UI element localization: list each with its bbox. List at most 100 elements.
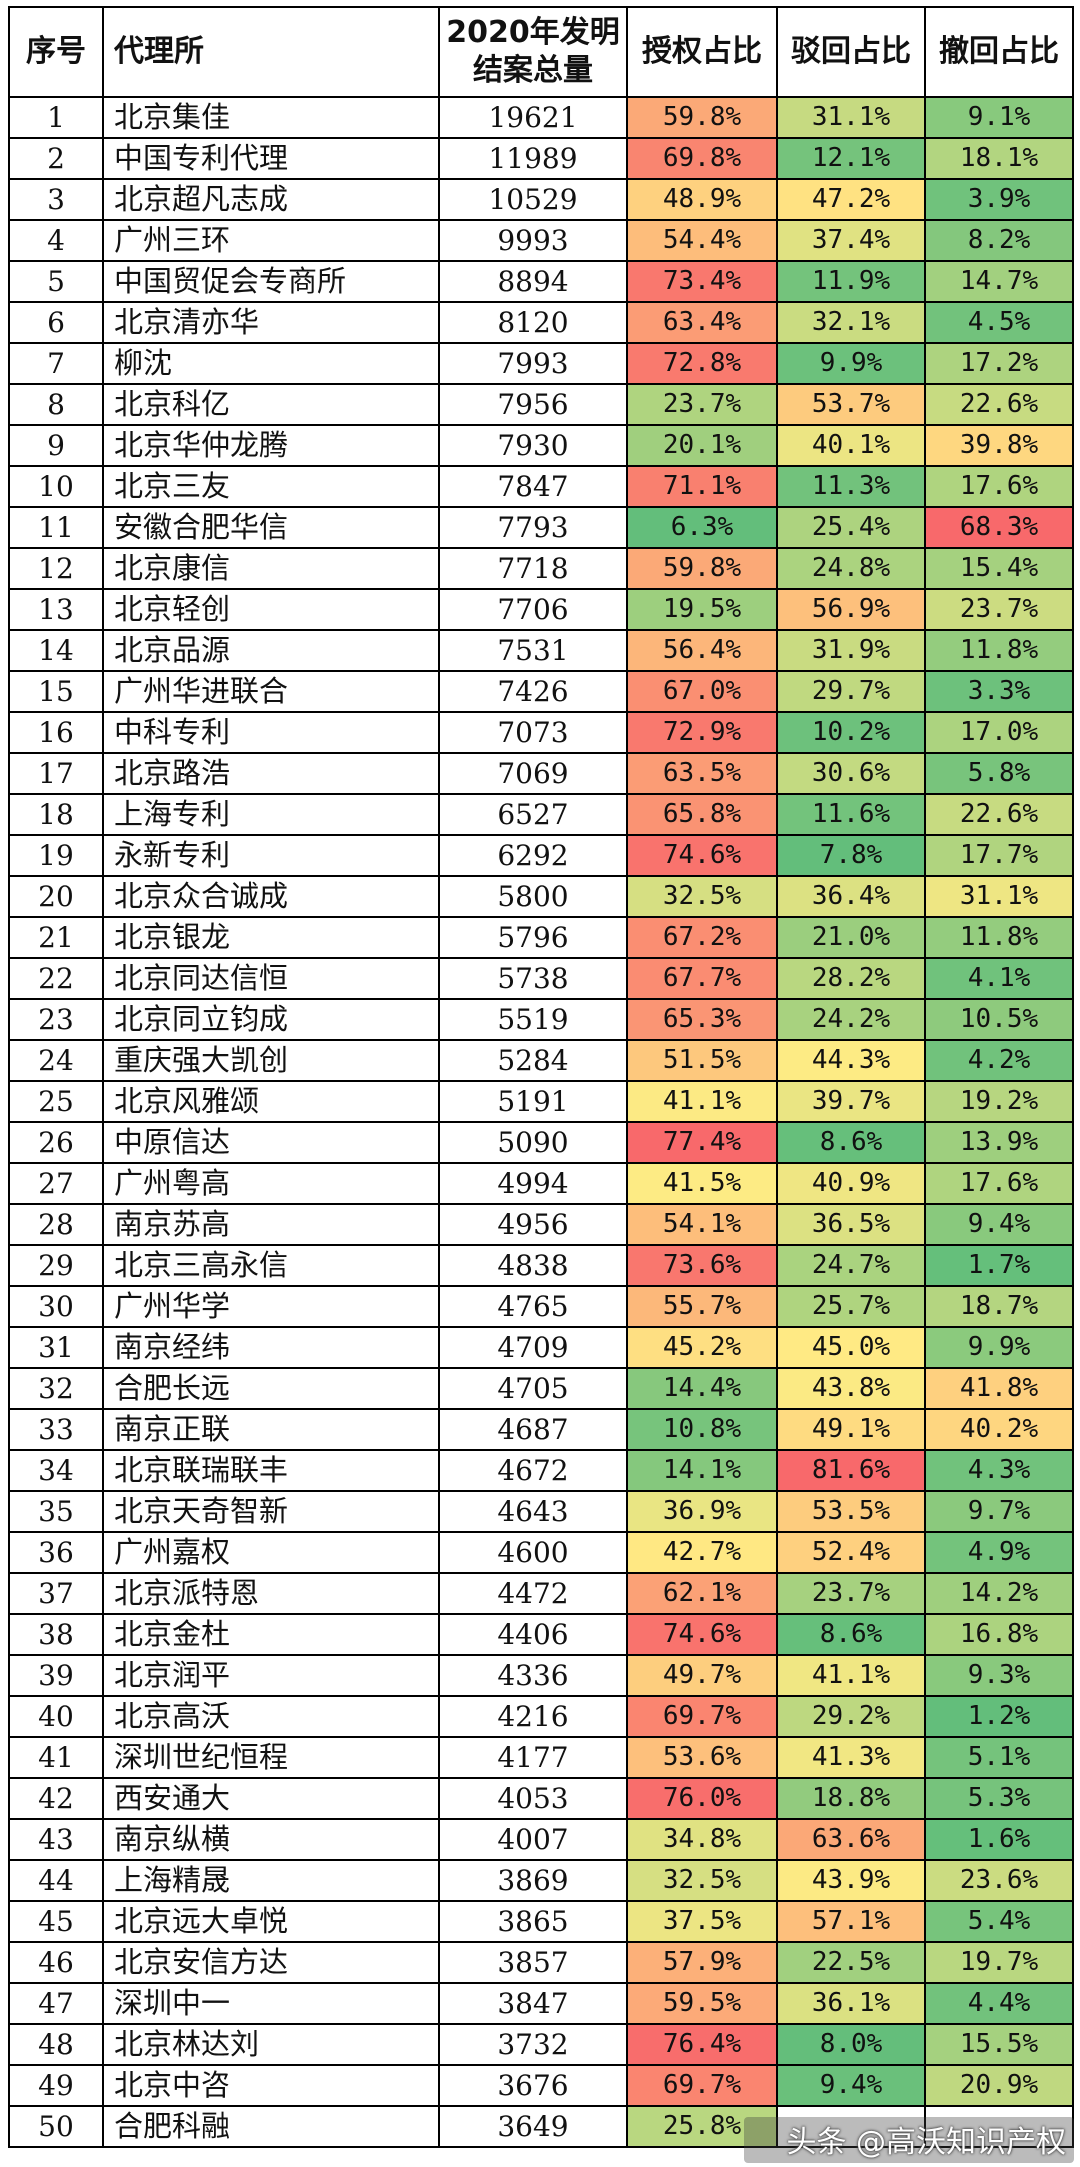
table-row: 33 南京正联 4687 10.8% 49.1% 40.2% (8, 1408, 1074, 1451)
total-cell: 3732 (438, 2023, 628, 2066)
reject-cell: 57.1% (776, 1900, 926, 1943)
withdraw-cell: 17.7% (924, 834, 1074, 877)
table-body: 1 北京集佳 19621 59.8% 31.1% 9.1% 2 中国专利代理 11989 69.8… (8, 96, 1074, 2148)
grant-cell: 20.1% (626, 424, 778, 467)
agency-cell: 北京三友 (102, 465, 440, 508)
table-row: 6 北京清亦华 8120 63.4% 32.1% 4.5% (8, 301, 1074, 344)
agency-cell: 上海专利 (102, 793, 440, 836)
grant-cell: 19.5% (626, 588, 778, 631)
total-cell: 8120 (438, 301, 628, 344)
total-cell: 7073 (438, 711, 628, 754)
agency-cell: 广州华进联合 (102, 670, 440, 713)
withdraw-cell: 5.3% (924, 1777, 1074, 1820)
agency-cell: 广州粤高 (102, 1162, 440, 1205)
rank-cell: 49 (8, 2064, 104, 2107)
rank-cell: 46 (8, 1941, 104, 1984)
withdraw-cell: 17.0% (924, 711, 1074, 754)
total-cell: 3865 (438, 1900, 628, 1943)
reject-cell: 36.4% (776, 875, 926, 918)
withdraw-cell: 4.9% (924, 1531, 1074, 1574)
agency-cell: 北京远大卓悦 (102, 1900, 440, 1943)
total-cell: 4687 (438, 1408, 628, 1451)
withdraw-cell: 40.2% (924, 1408, 1074, 1451)
rank-cell: 10 (8, 465, 104, 508)
table-row: 29 北京三高永信 4838 73.6% 24.7% 1.7% (8, 1244, 1074, 1287)
table-row: 42 西安通大 4053 76.0% 18.8% 5.3% (8, 1777, 1074, 1820)
total-cell: 3649 (438, 2105, 628, 2148)
reject-cell: 32.1% (776, 301, 926, 344)
table-row: 4 广州三环 9993 54.4% 37.4% 8.2% (8, 219, 1074, 262)
rank-cell: 14 (8, 629, 104, 672)
reject-cell: 31.1% (776, 96, 926, 139)
table-row: 1 北京集佳 19621 59.8% 31.1% 9.1% (8, 96, 1074, 139)
reject-cell: 47.2% (776, 178, 926, 221)
agency-cell: 合肥科融 (102, 2105, 440, 2148)
rank-cell: 37 (8, 1572, 104, 1615)
total-cell: 7847 (438, 465, 628, 508)
table-row: 19 永新专利 6292 74.6% 7.8% 17.7% (8, 834, 1074, 877)
total-cell: 7531 (438, 629, 628, 672)
table-row: 2 中国专利代理 11989 69.8% 12.1% 18.1% (8, 137, 1074, 180)
rank-cell: 26 (8, 1121, 104, 1164)
reject-cell: 36.1% (776, 1982, 926, 2025)
withdraw-cell: 23.6% (924, 1859, 1074, 1902)
grant-cell: 73.4% (626, 260, 778, 303)
reject-cell: 39.7% (776, 1080, 926, 1123)
agency-cell: 北京清亦华 (102, 301, 440, 344)
agency-cell: 北京同立钧成 (102, 998, 440, 1041)
total-cell: 11989 (438, 137, 628, 180)
grant-cell: 34.8% (626, 1818, 778, 1861)
total-cell: 10529 (438, 178, 628, 221)
withdraw-cell: 15.4% (924, 547, 1074, 590)
rank-cell: 38 (8, 1613, 104, 1656)
table-row: 38 北京金杜 4406 74.6% 8.6% 16.8% (8, 1613, 1074, 1656)
total-cell: 4838 (438, 1244, 628, 1287)
rank-cell: 25 (8, 1080, 104, 1123)
total-cell: 5738 (438, 957, 628, 1000)
rank-cell: 4 (8, 219, 104, 262)
rank-cell: 33 (8, 1408, 104, 1451)
watermark-label: 头条 @高沃知识产权 (786, 2125, 1066, 2160)
grant-cell: 69.8% (626, 137, 778, 180)
total-cell: 7793 (438, 506, 628, 549)
agency-cell: 北京高沃 (102, 1695, 440, 1738)
header-total-line1: 2020年发明 (446, 15, 620, 50)
total-cell: 4472 (438, 1572, 628, 1615)
header-agency: 代理所 (102, 6, 440, 98)
withdraw-cell: 41.8% (924, 1367, 1074, 1410)
rank-cell: 5 (8, 260, 104, 303)
total-cell: 4994 (438, 1162, 628, 1205)
agency-cell: 北京三高永信 (102, 1244, 440, 1287)
grant-cell: 6.3% (626, 506, 778, 549)
total-cell: 9993 (438, 219, 628, 262)
withdraw-cell: 9.4% (924, 1203, 1074, 1246)
grant-cell: 72.9% (626, 711, 778, 754)
rank-cell: 35 (8, 1490, 104, 1533)
total-cell: 4600 (438, 1531, 628, 1574)
agency-cell: 北京轻创 (102, 588, 440, 631)
withdraw-cell: 5.1% (924, 1736, 1074, 1779)
withdraw-cell: 14.7% (924, 260, 1074, 303)
reject-cell: 53.7% (776, 383, 926, 426)
total-cell: 4216 (438, 1695, 628, 1738)
total-cell: 19621 (438, 96, 628, 139)
agency-cell: 西安通大 (102, 1777, 440, 1820)
grant-cell: 23.7% (626, 383, 778, 426)
grant-cell: 25.8% (626, 2105, 778, 2148)
rank-cell: 11 (8, 506, 104, 549)
rank-cell: 20 (8, 875, 104, 918)
rank-cell: 9 (8, 424, 104, 467)
reject-cell: 41.1% (776, 1654, 926, 1697)
withdraw-cell: 17.2% (924, 342, 1074, 385)
grant-cell: 59.8% (626, 547, 778, 590)
agency-cell: 北京品源 (102, 629, 440, 672)
rank-cell: 1 (8, 96, 104, 139)
table-row: 9 北京华仲龙腾 7930 20.1% 40.1% 39.8% (8, 424, 1074, 467)
rank-cell: 8 (8, 383, 104, 426)
withdraw-cell: 11.8% (924, 629, 1074, 672)
withdraw-cell: 14.2% (924, 1572, 1074, 1615)
grant-cell: 32.5% (626, 1859, 778, 1902)
grant-cell: 71.1% (626, 465, 778, 508)
agency-cell: 南京苏高 (102, 1203, 440, 1246)
agency-cell: 中科专利 (102, 711, 440, 754)
